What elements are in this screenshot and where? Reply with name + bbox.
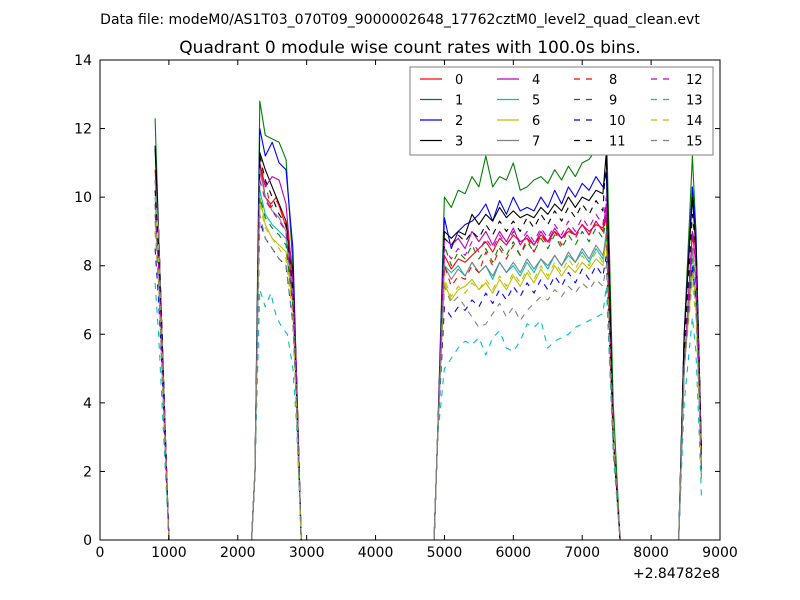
x-offset-label: +2.84782e8 [633,566,720,582]
y-tick-label: 14 [74,53,92,69]
series-2-line [154,128,702,540]
x-tick-label: 1000 [151,545,187,561]
y-tick-label: 8 [83,259,92,275]
series-6-line [154,196,702,540]
series-6-segment-2 [433,237,621,540]
x-tick-label: 0 [96,545,105,561]
x-tick-label: 2000 [220,545,256,561]
series-13-line [154,282,702,540]
legend-box [409,66,714,156]
series-12-segment-2 [433,196,621,540]
y-tick-label: 2 [83,464,92,480]
legend-label-1: 1 [455,94,463,109]
x-tick-label: 8000 [633,545,669,561]
legend-label-12: 12 [686,73,703,88]
y-tick-label: 0 [83,533,92,549]
series-14-segment-2 [433,241,621,540]
legend-label-2: 2 [455,114,463,129]
legend-label-13: 13 [686,94,703,109]
x-tick-label: 7000 [564,545,600,561]
series-10-segment-2 [433,254,621,540]
series-3-line [154,145,702,540]
series-3-segment-2 [433,152,621,540]
legend-label-3: 3 [455,135,463,150]
series-15-line [154,213,702,540]
legend-label-9: 9 [609,94,617,109]
series-15-segment-0 [154,221,170,540]
x-tick-label: 3000 [289,545,325,561]
series-10-line [154,220,702,540]
series-9-line [154,196,702,540]
series-13-segment-2 [433,285,621,540]
series-11-segment-2 [433,152,621,540]
series-5-line [154,189,702,540]
legend-label-0: 0 [455,73,463,88]
series-2-segment-2 [433,172,621,540]
legend-label-5: 5 [532,94,540,109]
series-11-line [154,152,702,540]
series-1-line [154,100,702,540]
plot-area-frame [99,59,721,541]
series-0-segment-2 [433,213,621,540]
series-11-segment-1 [251,155,302,540]
series-9-segment-2 [433,217,621,540]
series-4-line [154,162,702,540]
series-7-line [154,169,702,540]
series-layer [154,100,702,540]
figure-suptitle: Data file: modeM0/AS1T03_070T09_90000026… [100,12,700,28]
series-4-segment-2 [433,203,621,540]
legend-label-4: 4 [532,73,540,88]
x-tick-label: 9000 [702,545,738,561]
legend-label-7: 7 [532,135,540,150]
series-12-segment-3 [678,230,702,540]
series-0-line [154,162,702,540]
y-tick-label: 12 [74,122,92,138]
chart-title: Quadrant 0 module wise count rates with … [179,38,640,58]
y-tick-label: 6 [83,327,92,343]
legend-label-11: 11 [609,135,626,150]
legend-label-14: 14 [686,114,703,129]
series-15-segment-1 [251,213,302,540]
x-tick-label: 4000 [358,545,394,561]
series-7-segment-2 [433,237,621,540]
legend-label-8: 8 [609,73,617,88]
y-tick-label: 10 [74,190,92,206]
legend-label-15: 15 [686,135,703,150]
x-tick-label: 5000 [427,545,463,561]
legend-label-6: 6 [532,114,540,129]
legend-label-10: 10 [609,114,626,129]
series-12-segment-1 [251,179,302,540]
y-tick-label: 4 [83,396,92,412]
series-8-segment-2 [433,217,621,540]
series-14-line [154,203,702,540]
series-15-segment-3 [678,272,702,540]
series-15-segment-2 [433,265,621,540]
series-13-segment-3 [678,316,702,540]
series-8-line [154,162,702,540]
axis-ticks: 0 1000 2000 3000 4000 5000 6000 7000 8000 9000 0 2 4… [74,53,738,561]
x-tick-label: 6000 [496,545,532,561]
series-12-line [154,179,702,540]
series-13-segment-0 [154,282,170,540]
